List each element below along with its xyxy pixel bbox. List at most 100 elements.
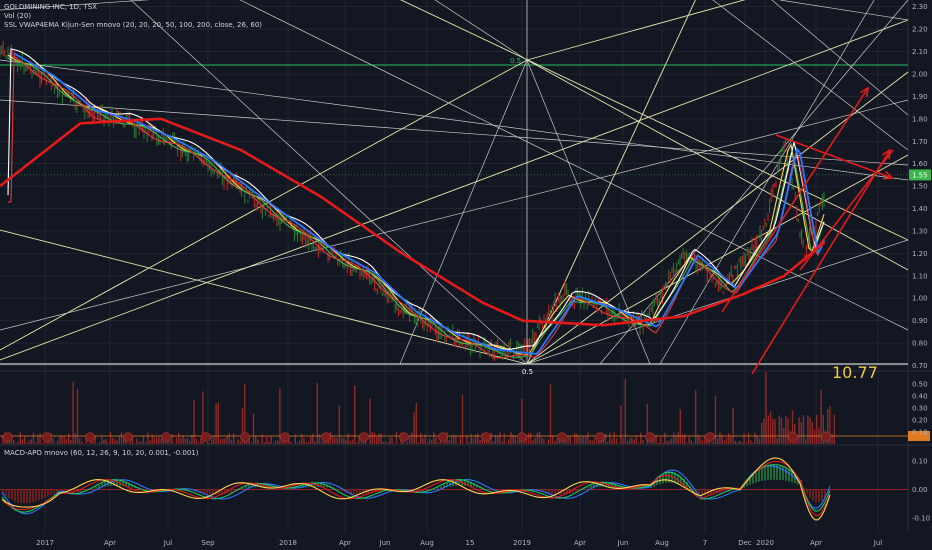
macd-histogram-bar (206, 489, 208, 495)
macd-histogram-bar (809, 489, 811, 498)
fan-line (659, 0, 875, 365)
volume-bar (85, 438, 87, 444)
volume-bar (798, 417, 800, 444)
volume-bar (195, 438, 197, 444)
volume-bar (30, 439, 32, 444)
volume-bar (338, 405, 340, 444)
x-tick-label: Apr (810, 539, 822, 547)
macd-histogram-bar (749, 477, 751, 485)
x-tick-label: 2019 (513, 539, 531, 547)
volume-bar (745, 442, 747, 444)
volume-bar (321, 441, 323, 444)
volume-tick-label: 0.30 (912, 405, 928, 413)
macd-histogram-bar (770, 465, 772, 480)
earnings-marker (821, 432, 831, 442)
volume-bar (769, 411, 772, 444)
volume-bar (655, 435, 657, 444)
macd-histogram-bar (575, 489, 577, 493)
volume-bar (521, 398, 523, 444)
volume-tick-label: 0.40 (912, 393, 928, 401)
macd-histogram-bar (500, 489, 502, 492)
macd-histogram-bar (779, 465, 781, 480)
earnings-marker (240, 432, 250, 442)
macd-histogram-bar (815, 489, 817, 503)
volume-bar (455, 435, 457, 444)
macd-histogram-bar (311, 483, 313, 488)
volume-bar (435, 437, 437, 444)
volume-bar (659, 437, 662, 444)
volume-bar (156, 437, 158, 444)
y-tick-label: 1.30 (912, 227, 928, 235)
volume-bar (776, 437, 778, 444)
y-tick-label: 2.20 (912, 26, 928, 34)
macd-histogram-bar (23, 489, 25, 504)
x-tick-label: 2020 (756, 539, 774, 547)
volume-bar (158, 436, 160, 444)
volume-bar (65, 438, 68, 444)
earnings-marker (201, 432, 211, 442)
macd-histogram-bar (2, 489, 4, 494)
volume-bar (701, 440, 703, 444)
volume-bar (635, 436, 637, 444)
earnings-marker (788, 432, 798, 442)
macd-histogram-bar (611, 483, 613, 488)
macd-histogram-bar (806, 489, 808, 494)
volume-bar (387, 442, 389, 444)
macd-histogram-bar (590, 485, 592, 488)
volume-bar (494, 434, 497, 444)
volume-bar (178, 432, 180, 444)
y-tick-label: 1.90 (912, 93, 928, 101)
volume-bar (567, 435, 569, 444)
volume-bar (811, 421, 813, 444)
volume-bar (369, 398, 371, 444)
volume-bar (376, 436, 378, 444)
volume-bar (585, 435, 587, 444)
volume-bar (123, 437, 125, 444)
trend-arrow (721, 87, 869, 313)
volume-bar (750, 440, 752, 444)
macd-histogram-bar (149, 489, 151, 491)
earnings-marker (595, 432, 605, 442)
volume-bar (140, 441, 142, 444)
volume-bar (525, 437, 527, 444)
volume-bar (699, 436, 701, 444)
volume-bar (728, 433, 730, 444)
macd-histogram-bar (314, 482, 316, 487)
x-tick-label: Jul (873, 539, 883, 547)
volume-bar (576, 433, 578, 444)
macd-histogram-bar (653, 482, 655, 487)
volume-bar (411, 432, 413, 444)
volume-bar (719, 432, 721, 444)
macd-histogram-bar (320, 483, 322, 487)
y-tick-label: 1.10 (912, 272, 928, 280)
volume-bar (730, 435, 732, 444)
trend-arrow-head (881, 148, 891, 160)
volume-bar (226, 435, 228, 444)
macd-histogram-bar (32, 489, 34, 503)
volume-bar (340, 437, 343, 444)
x-tick-label: Aug (420, 539, 434, 547)
fan-line (526, 71, 909, 365)
volume-bar (202, 391, 204, 444)
macd-histogram-bar (767, 465, 769, 481)
macd-histogram-bar (554, 489, 556, 495)
volume-bar (677, 432, 679, 444)
volume-bar (829, 406, 831, 444)
fan-line (599, 0, 909, 365)
macd-histogram-bar (704, 489, 706, 496)
volume-bar (569, 436, 571, 444)
macd-histogram-bar (755, 472, 757, 483)
volume-bar (611, 438, 613, 444)
fib-label-bottom: 0.5 (522, 368, 533, 376)
x-tick-label: Apr (339, 539, 351, 547)
x-tick-label: Apr (574, 539, 586, 547)
macd-legend: MACD-APO mnovo (60, 12, 26, 9, 10, 20, 0… (4, 449, 199, 457)
volume-bar (453, 434, 455, 444)
macd-histogram-bar (368, 489, 370, 495)
volume-bar (721, 434, 723, 444)
fan-line (526, 0, 746, 61)
macd-histogram-bar (473, 483, 475, 487)
volume-bar (147, 432, 149, 444)
volume-bar (543, 438, 545, 444)
